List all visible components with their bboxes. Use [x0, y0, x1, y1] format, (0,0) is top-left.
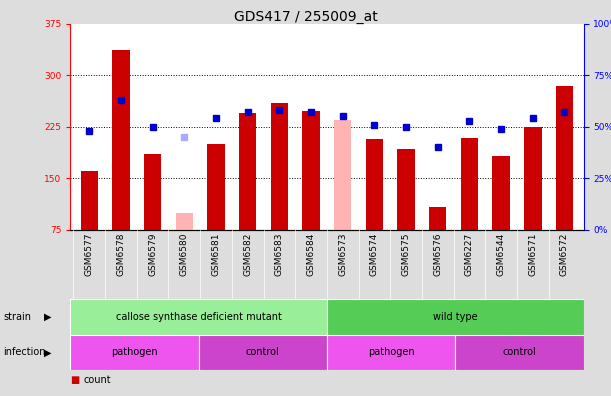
Text: pathogen: pathogen: [368, 347, 414, 358]
Bar: [556, 86, 573, 230]
Text: control: control: [246, 347, 280, 358]
Bar: [81, 171, 98, 230]
Bar: [175, 213, 193, 230]
Bar: [302, 111, 320, 230]
Text: infection: infection: [3, 347, 46, 358]
Text: control: control: [502, 347, 536, 358]
Bar: [239, 113, 257, 230]
Text: count: count: [84, 375, 111, 385]
Bar: [70, 335, 199, 370]
Bar: [199, 335, 327, 370]
Bar: [461, 138, 478, 230]
Text: ▶: ▶: [44, 312, 51, 322]
Bar: [327, 335, 455, 370]
Bar: [397, 148, 415, 230]
Bar: [492, 156, 510, 230]
Text: strain: strain: [3, 312, 31, 322]
Bar: [271, 103, 288, 230]
Text: pathogen: pathogen: [111, 347, 158, 358]
Text: ▶: ▶: [44, 347, 51, 358]
Bar: [207, 144, 225, 230]
Bar: [112, 50, 130, 230]
Text: callose synthase deficient mutant: callose synthase deficient mutant: [115, 312, 282, 322]
Bar: [327, 299, 584, 335]
Bar: [144, 154, 161, 230]
Bar: [429, 207, 447, 230]
Text: ■: ■: [70, 375, 79, 385]
Text: GDS417 / 255009_at: GDS417 / 255009_at: [233, 10, 378, 24]
Bar: [524, 128, 541, 230]
Bar: [366, 139, 383, 230]
Bar: [70, 299, 327, 335]
Bar: [334, 120, 351, 230]
Text: wild type: wild type: [433, 312, 478, 322]
Bar: [455, 335, 584, 370]
